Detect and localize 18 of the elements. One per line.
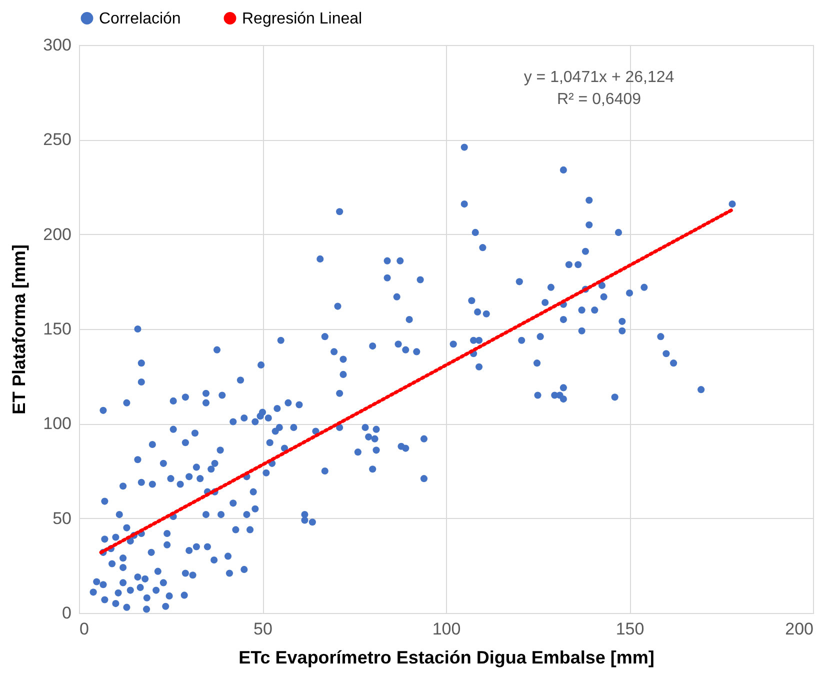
- x-tick-label: 100: [432, 620, 461, 638]
- x-tick-label: 200: [785, 620, 814, 638]
- y-tick-label: 200: [43, 224, 72, 244]
- x-tick-label: 50: [254, 620, 272, 638]
- x-axis-title: ETc Evaporímetro Estación Digua Embalse [mm]: [238, 648, 654, 668]
- legend-label: Regresión Lineal: [242, 10, 362, 28]
- x-tick-label: 0: [80, 620, 89, 638]
- legend-label: Correlación: [99, 10, 181, 28]
- y-tick-label: 300: [43, 36, 72, 54]
- y-tick-label: 50: [52, 508, 72, 528]
- annotation: R² = 0,6409: [556, 91, 642, 108]
- annotation: y = 1,0471x + 26,124: [524, 69, 674, 86]
- y-tick-label: 100: [43, 414, 72, 434]
- x-tick-label: 150: [616, 620, 644, 638]
- y-tick-label: 150: [43, 320, 72, 338]
- y-tick-label: 0: [62, 604, 72, 622]
- y-axis-title: ET Plataforma [mm]: [9, 244, 30, 415]
- y-tick-label: 250: [43, 130, 72, 150]
